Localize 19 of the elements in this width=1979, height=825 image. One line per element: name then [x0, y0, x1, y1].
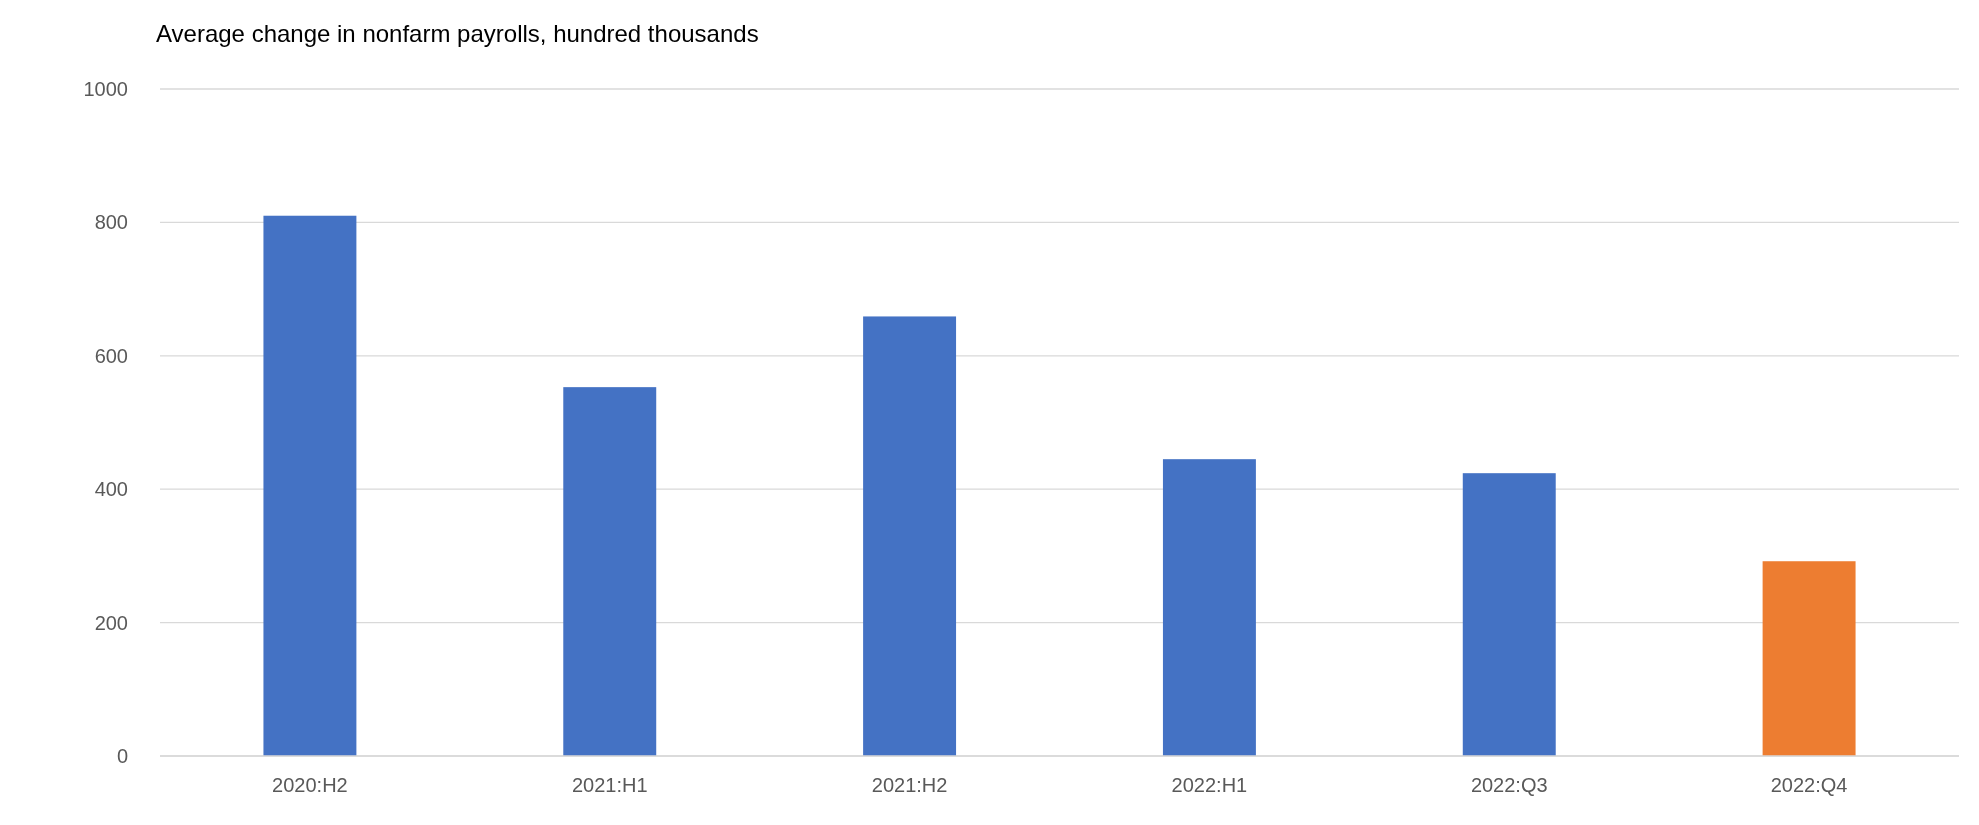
y-tick-label: 1000	[83, 78, 128, 100]
x-tick-label: 2021:H2	[871, 774, 948, 796]
y-tick-label: 600	[94, 344, 128, 367]
bar	[563, 387, 657, 756]
bar	[863, 316, 957, 756]
x-tick-label: 2022:Q4	[1770, 774, 1848, 796]
x-tick-label: 2022:Q3	[1470, 774, 1548, 796]
y-tick-label: 0	[116, 745, 128, 767]
x-tick-label: 2020:H2	[272, 774, 348, 796]
x-tick-label: 2021:H1	[571, 774, 648, 796]
bar	[1162, 459, 1256, 756]
bar	[1462, 473, 1556, 756]
y-tick-label: 200	[94, 611, 128, 634]
x-tick-label: 2022:H1	[1171, 774, 1248, 796]
y-tick-label: 400	[94, 478, 128, 501]
y-tick-label: 800	[94, 211, 128, 234]
bar	[1762, 561, 1856, 756]
bar	[263, 215, 357, 756]
chart-title: Average change in nonfarm payrolls, hundred thousands	[156, 20, 759, 47]
